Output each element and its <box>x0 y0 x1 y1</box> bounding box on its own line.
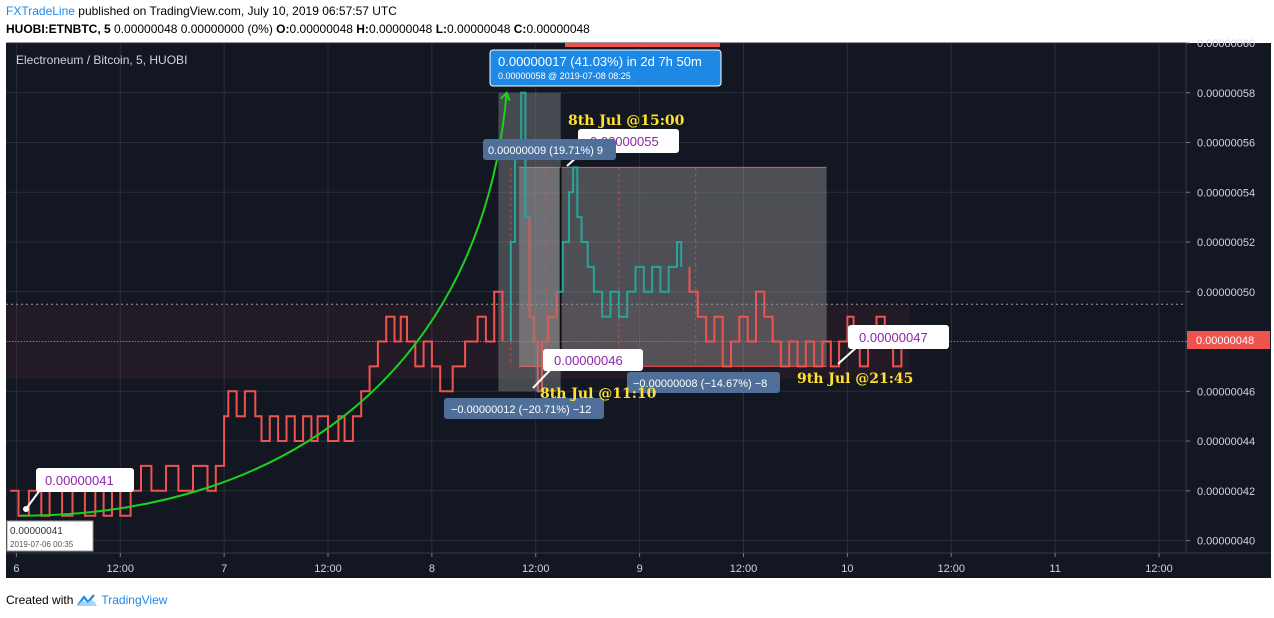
callout-047-box <box>848 325 949 349</box>
time-note-8th-15: 8th Jul @15:00 <box>568 113 685 129</box>
c-label: C: <box>513 22 527 36</box>
x-tick-label-3: 12:00 <box>314 563 342 575</box>
y-tick-label-3: 0.00000046 <box>1197 386 1255 398</box>
x-tick-label-10: 11 <box>1049 563 1060 575</box>
last-price-tag-text: 0.00000048 <box>1196 335 1254 347</box>
pill-012-text: −0.00000012 (−20.71%) −12 <box>451 404 591 416</box>
callout-low-dot <box>23 506 29 512</box>
low-price-tag-box <box>6 520 94 552</box>
o-value: 0.00000048 <box>289 22 353 36</box>
callout-046: 0.00000046 <box>532 349 643 389</box>
y-tick-label-0: 0.00000040 <box>1197 536 1255 548</box>
x-tick-label-0: 6 <box>13 563 19 575</box>
callout-low-text: 0.00000041 <box>45 473 114 488</box>
callout-low-pointer <box>25 489 41 510</box>
callout-047-text: 0.00000047 <box>859 330 928 345</box>
publish-text: published on TradingView.com, July 10, 2… <box>74 4 397 18</box>
callout-low: 0.00000041 <box>23 468 134 512</box>
trend-curve-arrow <box>499 90 511 102</box>
tooltip-top-box <box>489 49 722 87</box>
series-layer <box>10 90 910 517</box>
pill-009-box <box>483 139 616 160</box>
y-tick-label-9: 0.00000058 <box>1197 88 1255 100</box>
x-tick-label-9: 12:00 <box>937 563 965 575</box>
x-tick-label-2: 7 <box>221 563 227 575</box>
x-tick-label-8: 10 <box>841 563 853 575</box>
last-price-tag-box <box>1187 331 1270 349</box>
pill-012-box <box>444 398 604 419</box>
x-tick-label-4: 8 <box>429 563 435 575</box>
h-value: 0.00000048 <box>368 22 433 36</box>
x-tick-label-7: 12:00 <box>730 563 758 575</box>
pill-008: −0.00000008 (−14.67%) −8 <box>627 372 780 393</box>
trend-curve <box>20 92 508 517</box>
pill-008-text: −0.00000008 (−14.67%) −8 <box>633 378 767 390</box>
tradingview-link[interactable]: TradingView <box>101 593 168 607</box>
y-tick-label-5: 0.00000050 <box>1197 287 1255 299</box>
callout-low-box <box>36 468 134 492</box>
time-axis-background <box>6 553 1271 578</box>
x-tick-label-11: 12:00 <box>1145 563 1173 575</box>
tooltip-top-line1: 0.00000017 (41.03%) in 2d 7h 50m <box>498 54 702 69</box>
y-tick-label-10: 0.00000060 <box>1197 38 1255 50</box>
tooltip-top-tail <box>565 43 720 47</box>
author-link[interactable]: FXTradeLine <box>6 4 75 18</box>
publish-info: FXTradeLine published on TradingView.com… <box>6 4 397 18</box>
tradingview-logo-icon[interactable] <box>77 594 98 606</box>
y-tick-label-8: 0.00000056 <box>1197 138 1255 150</box>
created-with-text: Created with <box>6 593 74 607</box>
y-tick-label-7: 0.00000054 <box>1197 187 1255 199</box>
h-label: H: <box>356 22 369 36</box>
pill-012: −0.00000012 (−20.71%) −12 <box>444 398 604 419</box>
level-lines <box>6 303 1186 343</box>
callout-046-text: 0.00000046 <box>554 353 623 368</box>
time-note-8th-11: 8th Jul @11:10 <box>540 386 657 402</box>
pill-009: 0.00000009 (19.71%) 9 <box>483 139 616 160</box>
c-value: 0.00000048 <box>526 22 590 36</box>
measure-boxes <box>6 92 910 392</box>
pill-009-text: 0.00000009 (19.71%) 9 <box>488 145 603 157</box>
price-line-dip <box>528 217 558 393</box>
x-tick-label-5: 12:00 <box>522 563 550 575</box>
l-label: L: <box>435 22 448 36</box>
l-value: 0.00000048 <box>447 22 511 36</box>
callout-046-box <box>543 349 643 371</box>
x-tick-label-6: 9 <box>637 563 643 575</box>
time-axis: 6 12:00 7 12:00 8 12:00 9 12:00 10 12:00 11 12:00 <box>13 553 1173 575</box>
pill-008-box <box>627 372 780 393</box>
price-axis-background <box>1186 43 1271 553</box>
symbol: HUOBI:ETNBTC, 5 <box>6 22 111 36</box>
tooltip-top: 0.00000017 (41.03%) in 2d 7h 50m 0.00000… <box>489 43 722 87</box>
chart-title: Electroneum / Bitcoin, 5, HUOBI <box>16 53 187 67</box>
callout-046-pointer <box>532 367 553 389</box>
y-tick-label-2: 0.00000044 <box>1197 436 1255 448</box>
low-price-tag: 0.00000041 2019-07-06 00:35 <box>6 520 94 552</box>
y-tick-label-1: 0.00000042 <box>1197 486 1255 498</box>
last-price-tag: 0.00000048 <box>1187 331 1270 349</box>
y-tick-label-6: 0.00000052 <box>1197 237 1255 249</box>
time-note-9th-21: 9th Jul @21:45 <box>797 371 913 387</box>
grid <box>6 42 1186 553</box>
change-text: 0.00000048 0.00000000 (0%) <box>114 22 273 36</box>
x-tick-label-1: 12:00 <box>106 563 134 575</box>
chart-background <box>6 43 1186 553</box>
callout-047: 0.00000047 <box>837 325 949 365</box>
footer: Created with TradingView <box>6 593 167 607</box>
ohlc-line: HUOBI:ETNBTC, 5 0.00000048 0.00000000 (0… <box>6 22 590 36</box>
low-price-tag-value: 0.00000041 <box>10 526 63 537</box>
price-line-pre <box>10 290 504 517</box>
o-label: O: <box>276 22 290 36</box>
tooltip-top-line2: 0.00000058 @ 2019-07-08 08:25 <box>498 71 631 81</box>
low-price-tag-date: 2019-07-06 00:35 <box>10 540 74 549</box>
